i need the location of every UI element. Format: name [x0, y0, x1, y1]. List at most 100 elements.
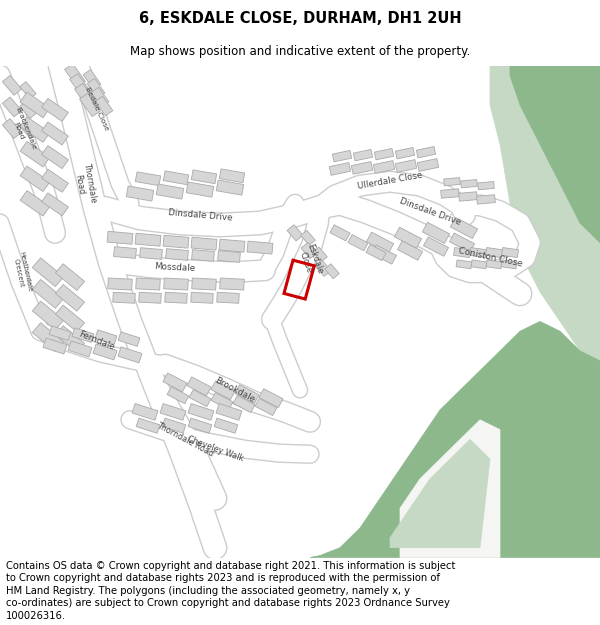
Bar: [454, 248, 470, 258]
Bar: [126, 186, 154, 201]
Bar: [449, 233, 475, 253]
Text: 100026316.: 100026316.: [6, 611, 66, 621]
Bar: [95, 96, 113, 116]
Bar: [41, 193, 68, 216]
Bar: [325, 264, 339, 279]
Text: 6, ESKDALE CLOSE, DURHAM, DH1 2UH: 6, ESKDALE CLOSE, DURHAM, DH1 2UH: [139, 11, 461, 26]
Text: Bedale Close: Bedale Close: [84, 86, 110, 132]
Bar: [188, 404, 214, 420]
Bar: [216, 404, 242, 420]
Bar: [422, 222, 449, 243]
Bar: [162, 418, 186, 433]
Bar: [255, 399, 277, 416]
Bar: [397, 241, 422, 260]
Bar: [186, 182, 214, 197]
Bar: [417, 159, 439, 171]
Bar: [20, 92, 50, 118]
Bar: [55, 326, 85, 352]
Bar: [107, 231, 133, 244]
Bar: [191, 238, 217, 250]
Text: Cheveley Walk: Cheveley Walk: [185, 435, 244, 464]
Bar: [189, 389, 211, 407]
Bar: [218, 251, 241, 262]
Bar: [70, 74, 91, 97]
Bar: [32, 301, 64, 330]
Text: Eskdale
Close: Eskdale Close: [296, 242, 325, 278]
Bar: [91, 88, 109, 107]
Bar: [220, 278, 244, 290]
Bar: [20, 117, 50, 142]
Bar: [20, 82, 36, 99]
Text: Ullerdale Close: Ullerdale Close: [357, 171, 423, 191]
Bar: [83, 69, 101, 89]
Text: HM Land Registry. The polygons (including the associated geometry, namely x, y: HM Land Registry. The polygons (includin…: [6, 586, 410, 596]
Bar: [219, 239, 245, 252]
Text: Brackendale
Road: Brackendale Road: [7, 106, 37, 153]
Bar: [395, 148, 415, 159]
Bar: [113, 292, 135, 303]
Bar: [68, 341, 92, 357]
Bar: [2, 119, 22, 139]
Polygon shape: [510, 66, 600, 243]
Bar: [329, 162, 351, 175]
Bar: [135, 233, 161, 246]
Bar: [55, 305, 85, 332]
Text: to Crown copyright and database rights 2023 and is reproduced with the permissio: to Crown copyright and database rights 2…: [6, 573, 440, 583]
Bar: [301, 231, 315, 245]
Bar: [156, 184, 184, 199]
Bar: [485, 248, 502, 258]
Bar: [32, 258, 64, 287]
Bar: [20, 191, 50, 216]
Bar: [366, 244, 386, 261]
Text: Thorndale Road: Thorndale Road: [155, 421, 215, 458]
Bar: [165, 292, 187, 303]
Bar: [140, 248, 163, 259]
Bar: [247, 241, 273, 254]
Bar: [371, 245, 397, 264]
Bar: [211, 381, 235, 399]
Bar: [351, 161, 373, 174]
Bar: [113, 247, 136, 258]
Bar: [502, 248, 518, 258]
Bar: [72, 328, 94, 342]
Bar: [32, 279, 64, 308]
Text: Dinsdale Drive: Dinsdale Drive: [167, 208, 232, 222]
Bar: [220, 169, 245, 182]
Bar: [501, 260, 517, 269]
Bar: [214, 418, 238, 433]
Bar: [163, 235, 189, 248]
Bar: [164, 278, 188, 290]
Bar: [167, 387, 189, 404]
Text: Thorndale
Road: Thorndale Road: [72, 162, 98, 205]
Bar: [41, 98, 68, 121]
Bar: [348, 234, 368, 251]
Bar: [55, 264, 85, 291]
Bar: [136, 278, 160, 290]
Text: co-ordinates) are subject to Crown copyright and database rights 2023 Ordnance S: co-ordinates) are subject to Crown copyr…: [6, 598, 450, 608]
Bar: [259, 389, 283, 408]
Polygon shape: [390, 439, 490, 548]
Bar: [451, 217, 478, 239]
Bar: [301, 242, 317, 259]
Bar: [284, 260, 314, 299]
Bar: [20, 121, 36, 138]
Bar: [55, 284, 85, 311]
Bar: [41, 146, 68, 169]
Bar: [313, 247, 327, 262]
Bar: [461, 179, 477, 188]
Bar: [136, 418, 160, 433]
Bar: [43, 338, 67, 354]
Text: Map shows position and indicative extent of the property.: Map shows position and indicative extent…: [130, 45, 470, 58]
Bar: [160, 404, 186, 420]
Bar: [416, 146, 436, 158]
Bar: [41, 122, 68, 145]
Bar: [191, 292, 213, 303]
Bar: [192, 278, 216, 290]
Bar: [118, 347, 142, 363]
Text: Brookdale: Brookdale: [214, 376, 257, 404]
Bar: [49, 326, 71, 341]
Bar: [65, 64, 85, 87]
Text: Contains OS data © Crown copyright and database right 2021. This information is : Contains OS data © Crown copyright and d…: [6, 561, 455, 571]
Bar: [93, 344, 117, 360]
Bar: [367, 232, 394, 253]
